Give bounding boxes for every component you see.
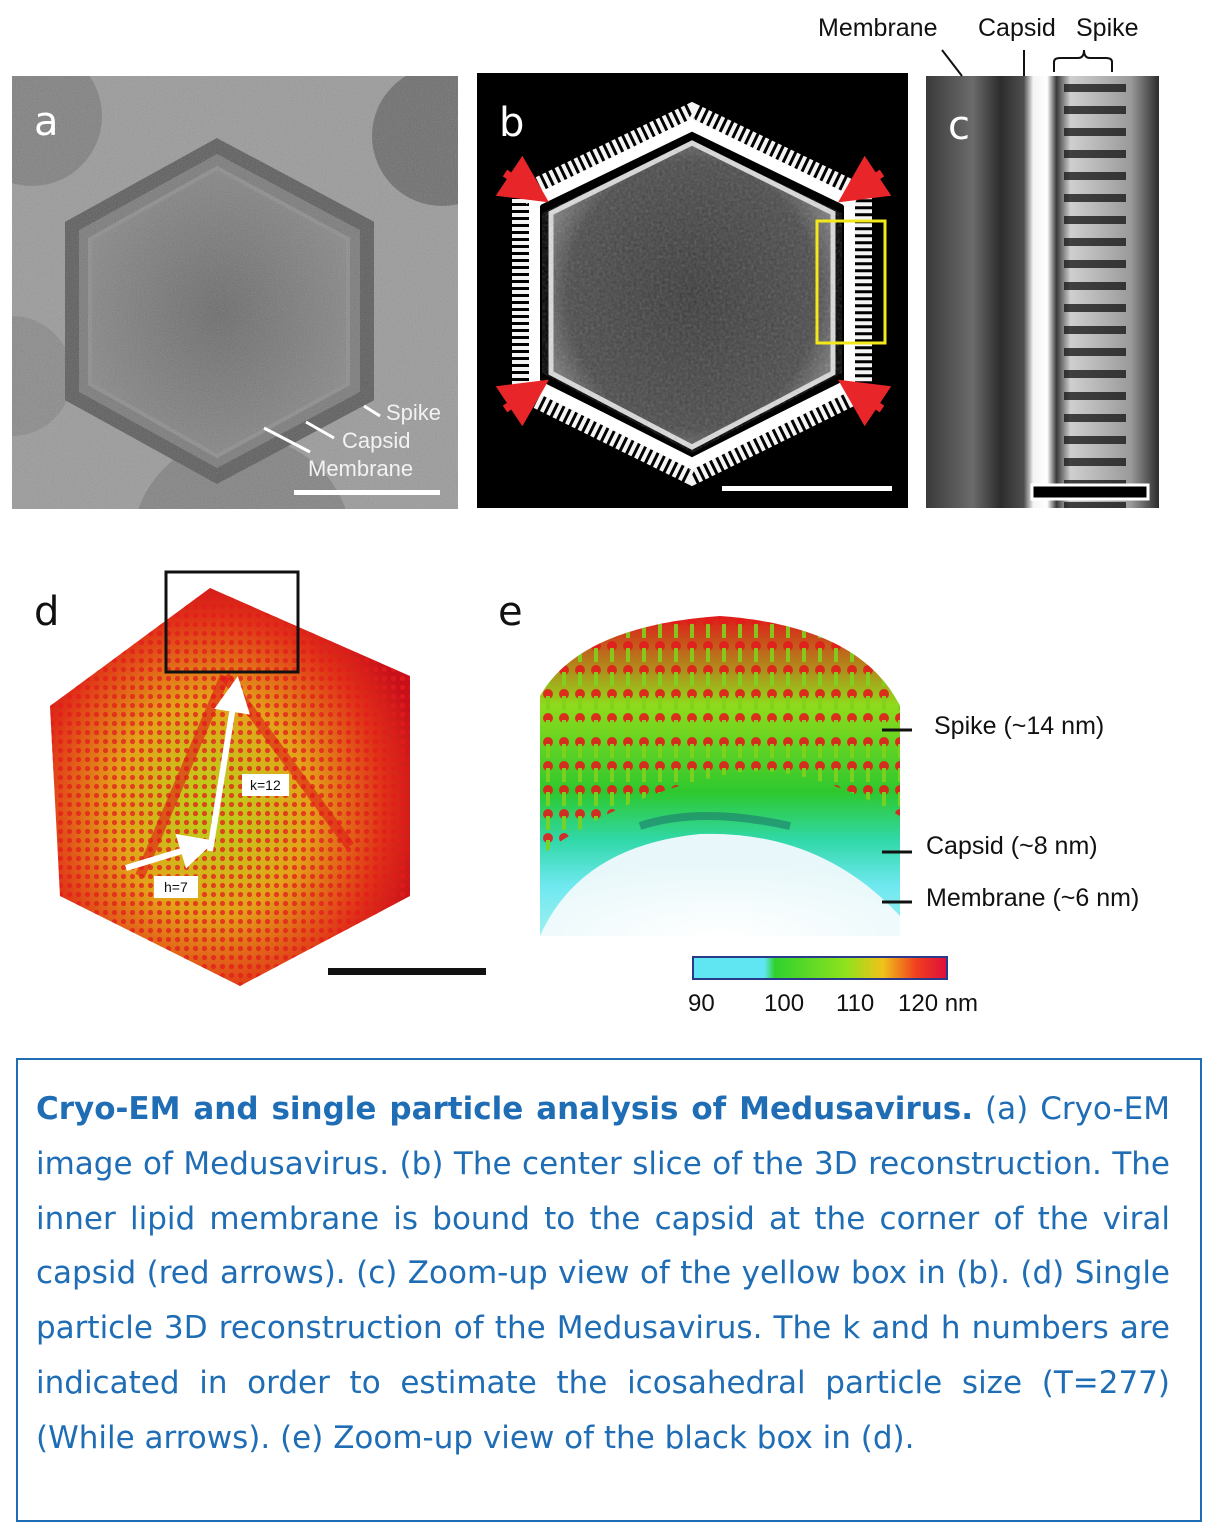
spike-size-label: Spike (~14 nm) (934, 712, 1105, 740)
panel-b-label: b (499, 100, 525, 146)
scale-bar-b (722, 486, 892, 491)
capsid-annotation: Capsid (342, 428, 411, 453)
scale-bar-c (1030, 483, 1150, 501)
capsid-header-label: Capsid (978, 14, 1056, 42)
red-arrow-bottom-left (495, 379, 549, 427)
panel-c-label: c (948, 103, 970, 149)
h-label: h=7 (154, 876, 198, 898)
capsid-size-label: Capsid (~8 nm) (926, 832, 1098, 860)
k-label: k=12 (242, 774, 289, 796)
membrane-annotation: Membrane (308, 456, 414, 481)
panel-e: e Spike ( (490, 586, 1210, 1026)
h-arrow (125, 834, 216, 871)
capsid-pointer (305, 420, 335, 440)
panel-e-label: e (498, 589, 523, 635)
panel-e-image (540, 616, 900, 936)
caption-body: (a) Cryo-EM image of Medusavirus. (b) Th… (36, 1091, 1170, 1456)
red-arrow-bottom-right (838, 379, 892, 427)
panel-d-label: d (34, 589, 60, 635)
membrane-pointer (263, 426, 311, 454)
scale-bar-d (328, 968, 486, 975)
black-box (164, 570, 300, 674)
colorbar-tick-120: 120 nm (898, 990, 979, 1017)
colorbar (692, 956, 948, 980)
scale-bar-a (294, 490, 440, 495)
spike-pointer (363, 404, 381, 418)
panel-b: b (477, 73, 908, 508)
panel-a-image (12, 76, 458, 509)
membrane-size-label: Membrane (~6 nm) (926, 884, 1140, 912)
panel-c: c (926, 76, 1159, 508)
panel-b-image (477, 73, 908, 508)
panel-e-pointers (882, 728, 912, 904)
figure-caption: Cryo-EM and single particle analysis of … (36, 1082, 1170, 1466)
panel-d: d k=12 h=7 (20, 566, 510, 1006)
yellow-box (815, 219, 887, 345)
spike-header-label: Spike (1076, 14, 1139, 42)
panel-a: a Spike Capsid Membrane (12, 76, 458, 509)
panel-c-header-pointers (941, 49, 1113, 77)
k-arrow (207, 676, 250, 852)
panel-a-label: a (34, 99, 59, 145)
red-arrow-top-left (495, 155, 549, 203)
red-arrow-top-right (838, 155, 892, 203)
colorbar-tick-90: 90 (688, 990, 715, 1017)
caption-box (16, 1058, 1202, 1522)
caption-title: Cryo-EM and single particle analysis of … (36, 1091, 974, 1127)
panel-d-image (50, 570, 486, 986)
panel-c-image (926, 76, 1159, 508)
membrane-header-label: Membrane (818, 14, 938, 42)
colorbar-tick-100: 100 (764, 990, 805, 1017)
spike-annotation: Spike (386, 400, 442, 425)
colorbar-tick-110: 110 (836, 990, 875, 1017)
